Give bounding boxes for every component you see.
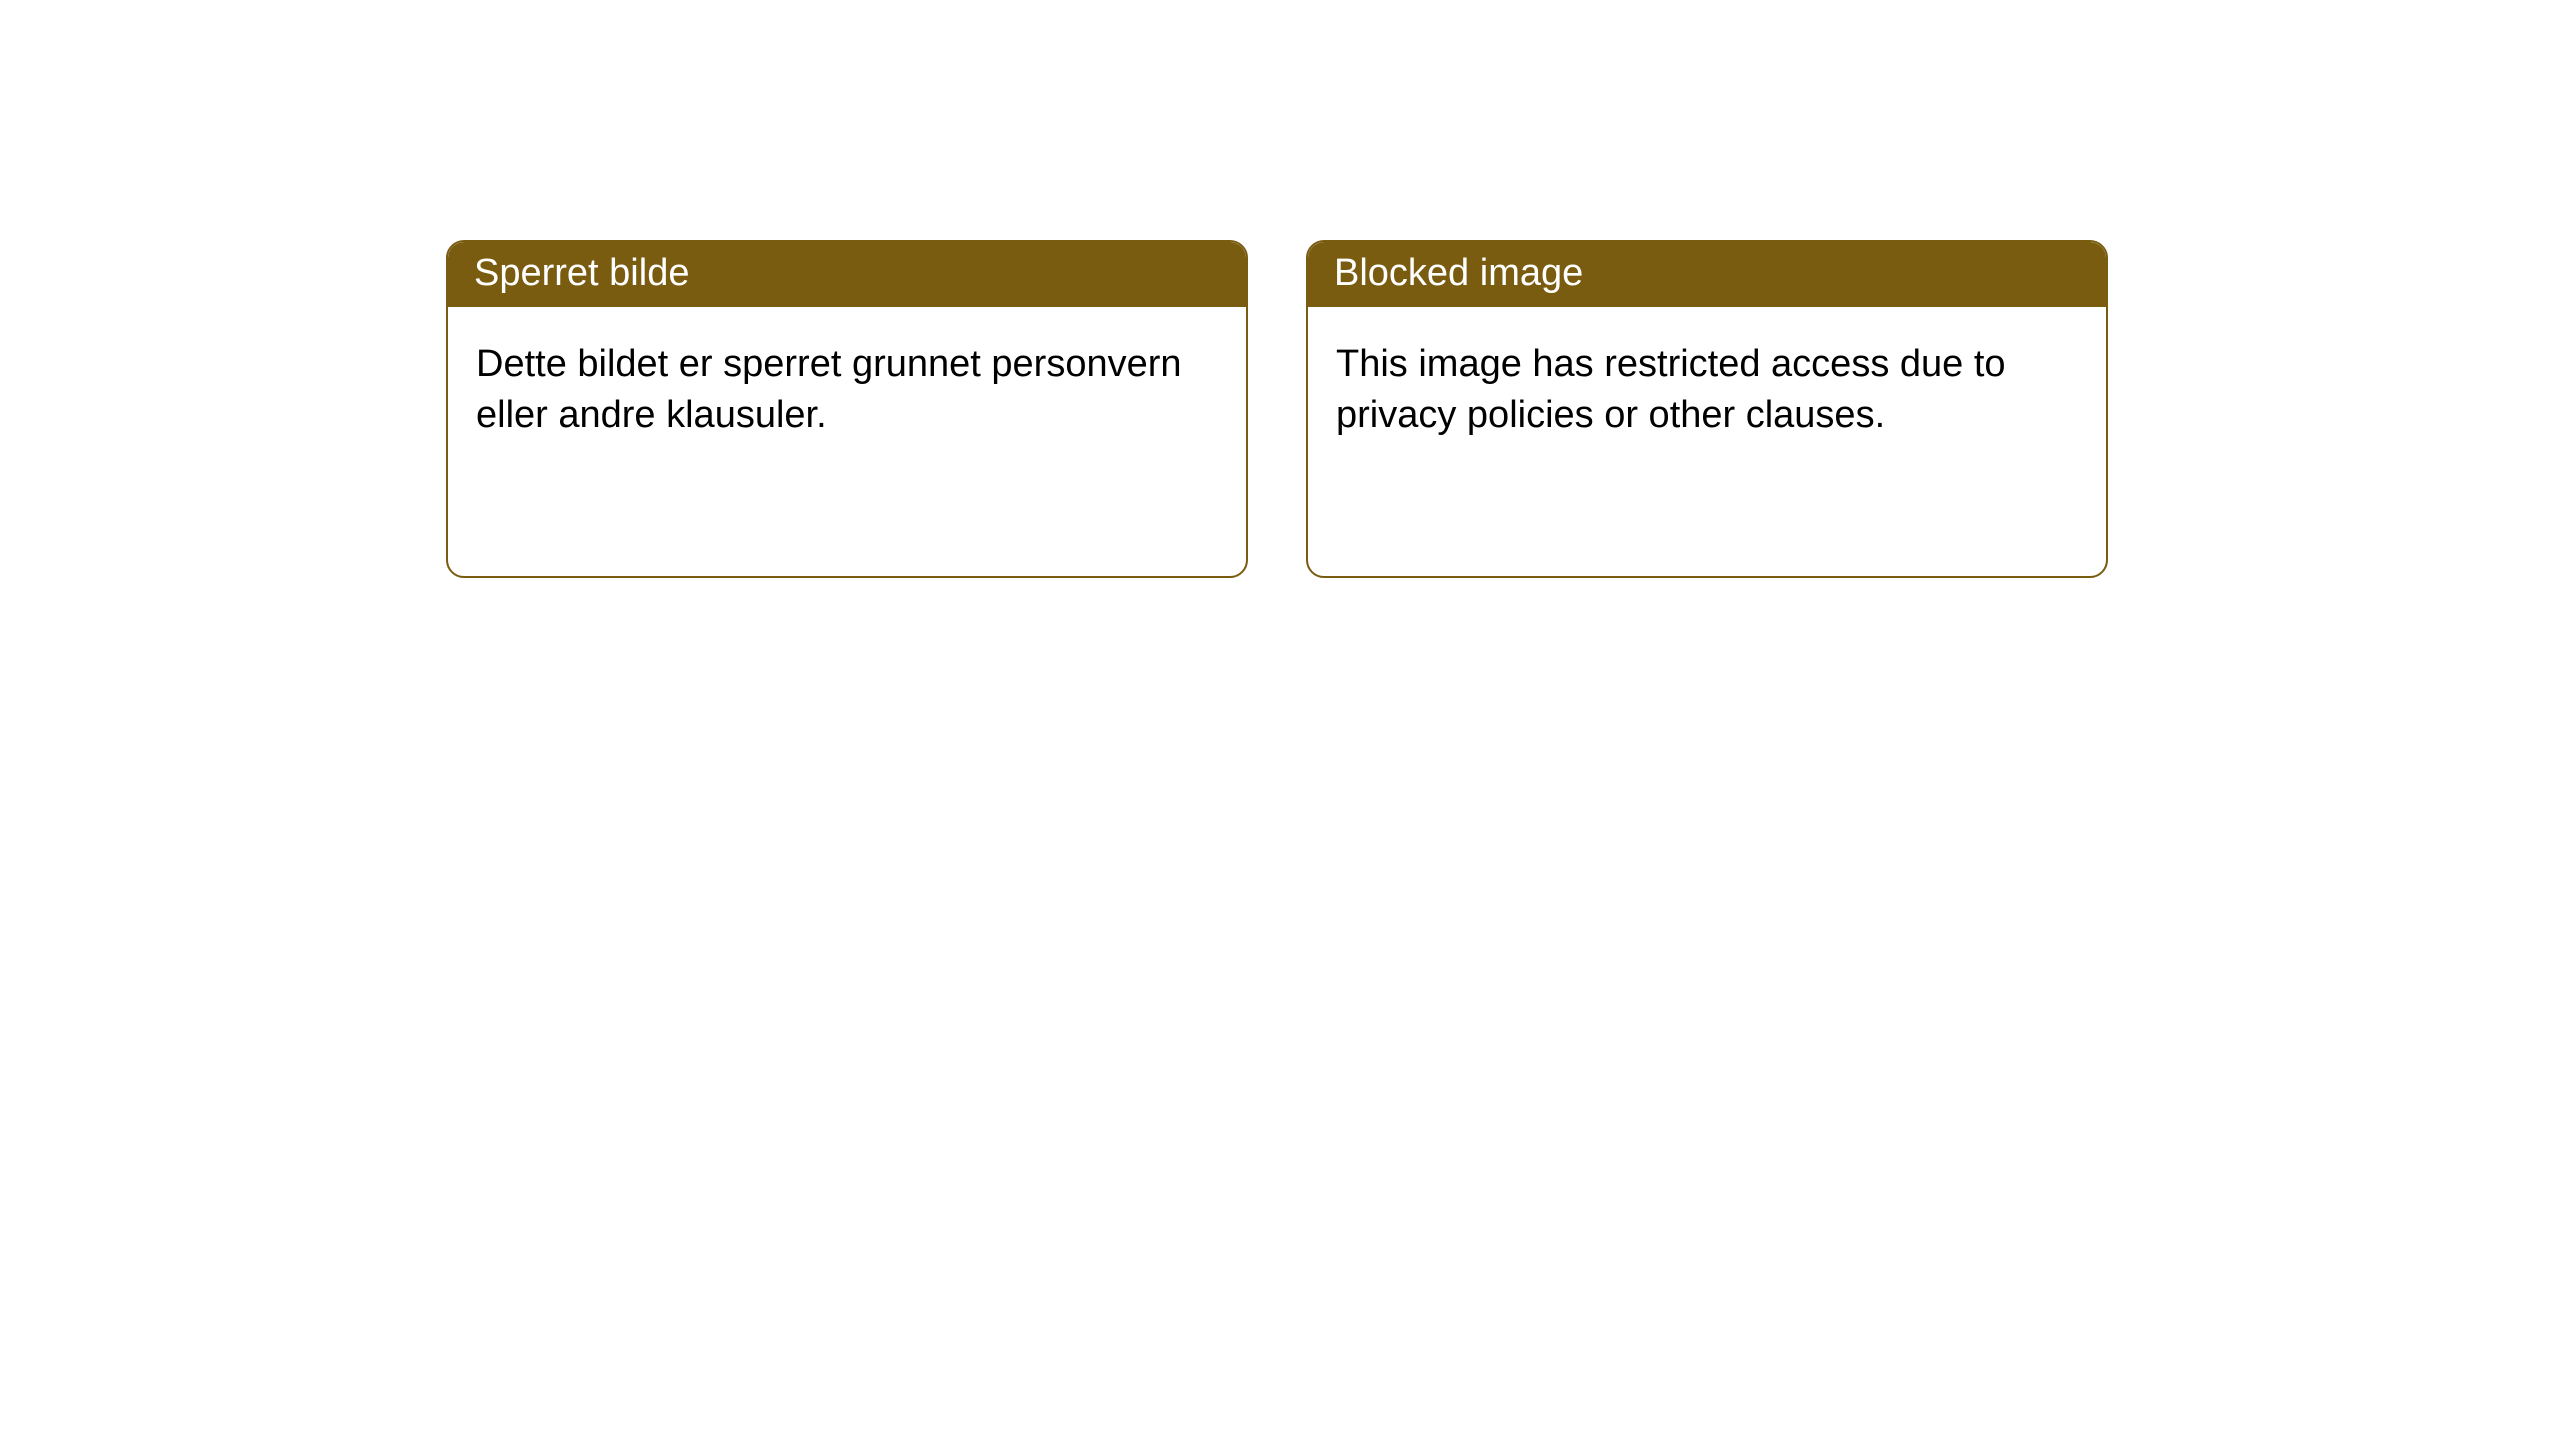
cards-container: Sperret bilde Dette bildet er sperret gr…: [446, 240, 2108, 578]
card-title-english: Blocked image: [1334, 252, 1583, 294]
card-body-text-norwegian: Dette bildet er sperret grunnet personve…: [476, 343, 1182, 436]
card-english: Blocked image This image has restricted …: [1306, 240, 2108, 578]
card-title-norwegian: Sperret bilde: [474, 252, 689, 294]
card-header-english: Blocked image: [1308, 242, 2106, 307]
card-body-text-english: This image has restricted access due to …: [1336, 343, 2006, 436]
card-header-norwegian: Sperret bilde: [448, 242, 1246, 307]
card-norwegian: Sperret bilde Dette bildet er sperret gr…: [446, 240, 1248, 578]
card-body-english: This image has restricted access due to …: [1308, 307, 2106, 470]
card-body-norwegian: Dette bildet er sperret grunnet personve…: [448, 307, 1246, 470]
